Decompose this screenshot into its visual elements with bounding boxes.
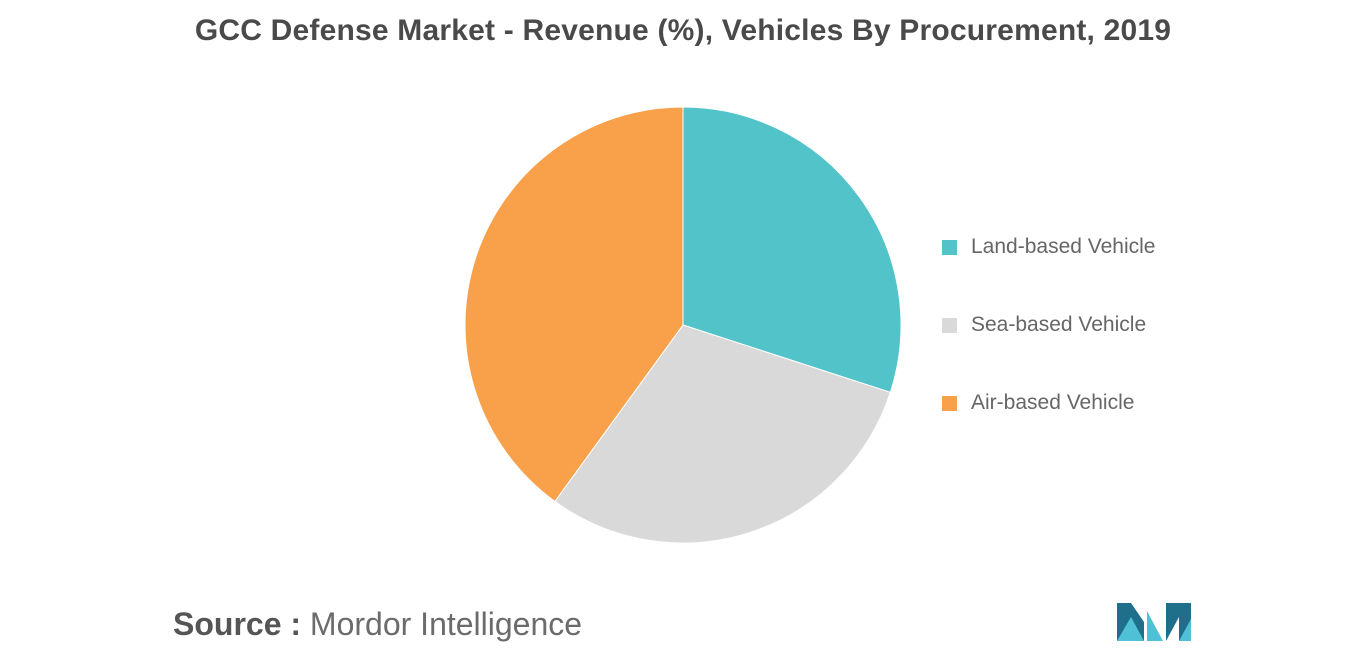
pie-slice-sea <box>554 324 891 544</box>
logo-left-light <box>1117 617 1144 641</box>
legend-swatch-air <box>942 395 957 411</box>
pie-slice-land <box>682 106 902 393</box>
legend: Land-based Vehicle Sea-based Vehicle Air… <box>942 232 1262 466</box>
legend-swatch-land <box>942 239 957 255</box>
legend-item-land: Land-based Vehicle <box>942 232 1262 262</box>
legend-label-air: Air-based Vehicle <box>971 391 1135 414</box>
source-label: Source : <box>173 606 302 642</box>
logo-middle-light <box>1147 611 1163 641</box>
legend-label-sea: Sea-based Vehicle <box>971 313 1147 336</box>
chart-title: GCC Defense Market - Revenue (%), Vehicl… <box>194 14 1172 47</box>
source-line: Source : Mordor Intelligence <box>173 606 582 643</box>
source-value: Mordor Intelligence <box>309 606 583 642</box>
logo-right-light <box>1179 619 1191 641</box>
legend-item-sea: Sea-based Vehicle <box>942 310 1262 340</box>
legend-label-land: Land-based Vehicle <box>971 235 1156 258</box>
mordor-intelligence-logo-icon <box>1117 603 1191 641</box>
legend-swatch-sea <box>942 317 957 333</box>
legend-item-air: Air-based Vehicle <box>942 388 1262 418</box>
pie-slice-air <box>464 106 684 503</box>
